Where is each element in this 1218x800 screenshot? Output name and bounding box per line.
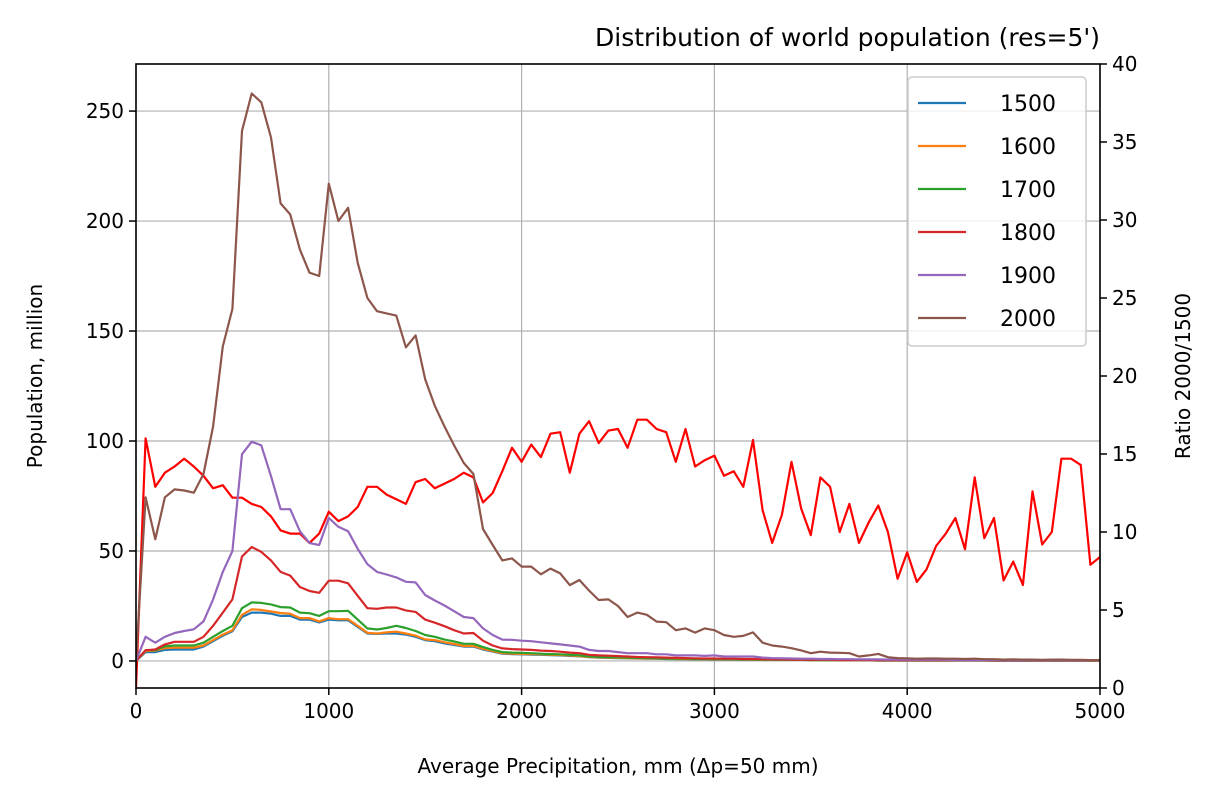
x-tick-label: 4000 <box>882 699 933 723</box>
legend: 1500 1600 1700 1800 1900 2000 <box>907 76 1087 347</box>
y-tick-label: 150 <box>86 319 124 343</box>
y-tick-label: 50 <box>99 539 124 563</box>
x-tick-label: 3000 <box>689 699 740 723</box>
legend-label-1800: 1800 <box>1000 221 1056 246</box>
chart-title: Distribution of world population (res=5'… <box>595 23 1100 52</box>
series-line-1800 <box>136 545 1100 662</box>
y-right-tick-label: 5 <box>1112 598 1125 622</box>
legend-box <box>907 76 1087 347</box>
y-right-tick-label: 10 <box>1112 520 1137 544</box>
x-tick-label: 1000 <box>303 699 354 723</box>
y-tick-label: 250 <box>86 99 124 123</box>
y-axis-label: Population, million <box>23 284 47 468</box>
legend-label-1600: 1600 <box>1000 135 1056 160</box>
series-lines <box>136 92 1100 689</box>
y-tick-label: 0 <box>111 649 124 673</box>
y-right-tick-label: 40 <box>1112 52 1137 76</box>
axis-ticks: 0 1000 2000 3000 4000 50000501001502002500510… <box>86 52 1138 723</box>
y-right-tick-label: 35 <box>1112 130 1137 154</box>
y-axis-right-label: Ratio 2000/1500 <box>1171 293 1195 459</box>
series-line-2000 <box>136 92 1100 662</box>
legend-label-1700: 1700 <box>1000 178 1056 203</box>
y-right-tick-label: 30 <box>1112 208 1137 232</box>
series-line-1500 <box>136 611 1100 662</box>
x-tick-label: 5000 <box>1075 699 1126 723</box>
x-axis-label: Average Precipitation, mm (Δp=50 mm) <box>417 754 818 778</box>
x-tick-label: 0 <box>130 699 143 723</box>
legend-label-1900: 1900 <box>1000 264 1056 289</box>
legend-label-1500: 1500 <box>1000 92 1056 117</box>
series-line-ratio <box>136 418 1100 689</box>
y-right-tick-label: 20 <box>1112 364 1137 388</box>
x-tick-label: 2000 <box>496 699 547 723</box>
y-tick-label: 200 <box>86 209 124 233</box>
y-tick-label: 100 <box>86 429 124 453</box>
legend-label-2000: 2000 <box>1000 307 1056 332</box>
y-right-tick-label: 15 <box>1112 442 1137 466</box>
y-right-tick-label: 25 <box>1112 286 1137 310</box>
y-right-tick-label: 0 <box>1112 676 1125 700</box>
series-line-1900 <box>136 440 1100 662</box>
